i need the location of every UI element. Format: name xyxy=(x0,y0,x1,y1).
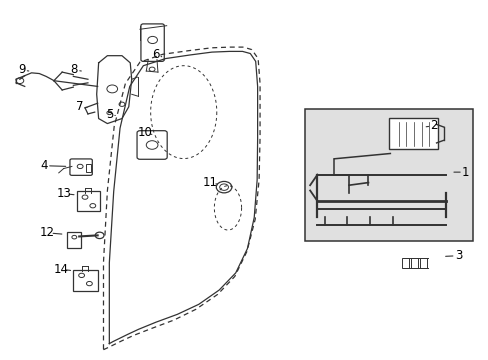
Text: 3: 3 xyxy=(454,249,461,262)
Circle shape xyxy=(95,232,104,239)
Text: 11: 11 xyxy=(203,176,218,189)
Bar xyxy=(305,109,472,241)
Text: 4: 4 xyxy=(41,159,48,172)
FancyBboxPatch shape xyxy=(401,257,408,268)
Text: 10: 10 xyxy=(137,126,152,139)
FancyBboxPatch shape xyxy=(70,159,92,175)
FancyBboxPatch shape xyxy=(137,131,167,159)
FancyBboxPatch shape xyxy=(141,24,164,62)
Text: 14: 14 xyxy=(53,263,68,276)
Text: 5: 5 xyxy=(105,108,113,121)
FancyBboxPatch shape xyxy=(67,232,81,248)
FancyBboxPatch shape xyxy=(410,257,417,268)
FancyBboxPatch shape xyxy=(73,270,98,291)
Text: 12: 12 xyxy=(40,226,55,239)
FancyBboxPatch shape xyxy=(77,192,100,211)
FancyBboxPatch shape xyxy=(419,257,426,268)
Text: 6: 6 xyxy=(152,48,160,61)
Text: 13: 13 xyxy=(56,187,71,200)
Text: 2: 2 xyxy=(429,119,437,132)
Text: 9: 9 xyxy=(18,63,25,76)
Text: 1: 1 xyxy=(461,166,468,179)
Text: 8: 8 xyxy=(70,63,78,76)
FancyBboxPatch shape xyxy=(388,118,437,149)
Text: 7: 7 xyxy=(76,100,84,113)
FancyBboxPatch shape xyxy=(86,163,91,172)
